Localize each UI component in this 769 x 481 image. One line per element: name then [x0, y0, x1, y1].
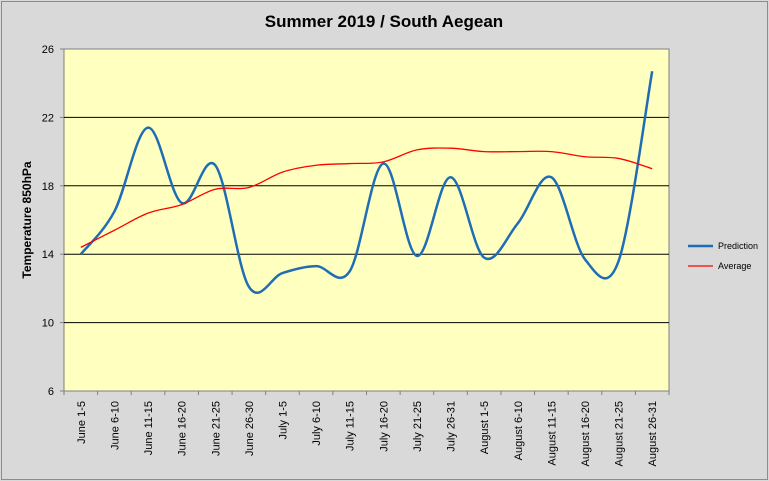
plot-area	[63, 48, 670, 392]
x-tick-label: August 1-5	[479, 401, 491, 454]
x-tick-label: August 16-20	[580, 401, 592, 466]
x-tick-label: August 26-31	[647, 401, 659, 466]
x-tick-label: June 1-5	[76, 401, 88, 444]
series-lines	[79, 71, 654, 294]
y-tick-label: 18	[42, 181, 54, 193]
x-axis-ticks: June 1-5 June 6-10 June 11-15 June 16-20 Jun…	[63, 391, 670, 466]
x-tick-label: June 16-20	[177, 401, 189, 456]
x-tick-label: August 6-10	[513, 401, 525, 460]
x-tick-label: July 6-10	[311, 401, 323, 446]
x-tick-label: August 21-25	[614, 401, 626, 466]
x-tick-label: July 21-25	[412, 401, 424, 452]
y-tick-label: 10	[42, 318, 54, 330]
legend-label-prediction: Prediction	[718, 241, 758, 251]
x-tick-label: July 26-31	[446, 401, 458, 452]
gridlines	[64, 116, 669, 324]
y-tick-label: 22	[42, 112, 54, 124]
y-axis-ticks: 6 10 14 18 22 26	[42, 44, 64, 398]
x-tick-label: July 1-5	[277, 401, 289, 440]
legend: Prediction Average	[688, 241, 758, 271]
x-tick-label: August 11-15	[546, 401, 558, 466]
x-tick-label: June 26-30	[244, 401, 256, 456]
y-tick-label: 14	[42, 249, 54, 261]
x-tick-label: June 6-10	[109, 401, 121, 450]
x-tick-label: June 21-25	[210, 401, 222, 456]
series-line-average	[80, 147, 653, 248]
y-tick-label: 26	[42, 44, 54, 56]
x-tick-label: July 11-15	[345, 401, 357, 451]
x-tick-label: July 16-20	[378, 401, 390, 452]
chart-title: Summer 2019 / South Aegean	[265, 12, 503, 31]
y-axis-label: Temperature 850hPa	[20, 161, 34, 278]
legend-label-average: Average	[718, 261, 751, 271]
series-line-prediction	[79, 71, 654, 294]
y-tick-label: 6	[48, 386, 54, 398]
x-tick-label: June 11-15	[143, 401, 155, 455]
